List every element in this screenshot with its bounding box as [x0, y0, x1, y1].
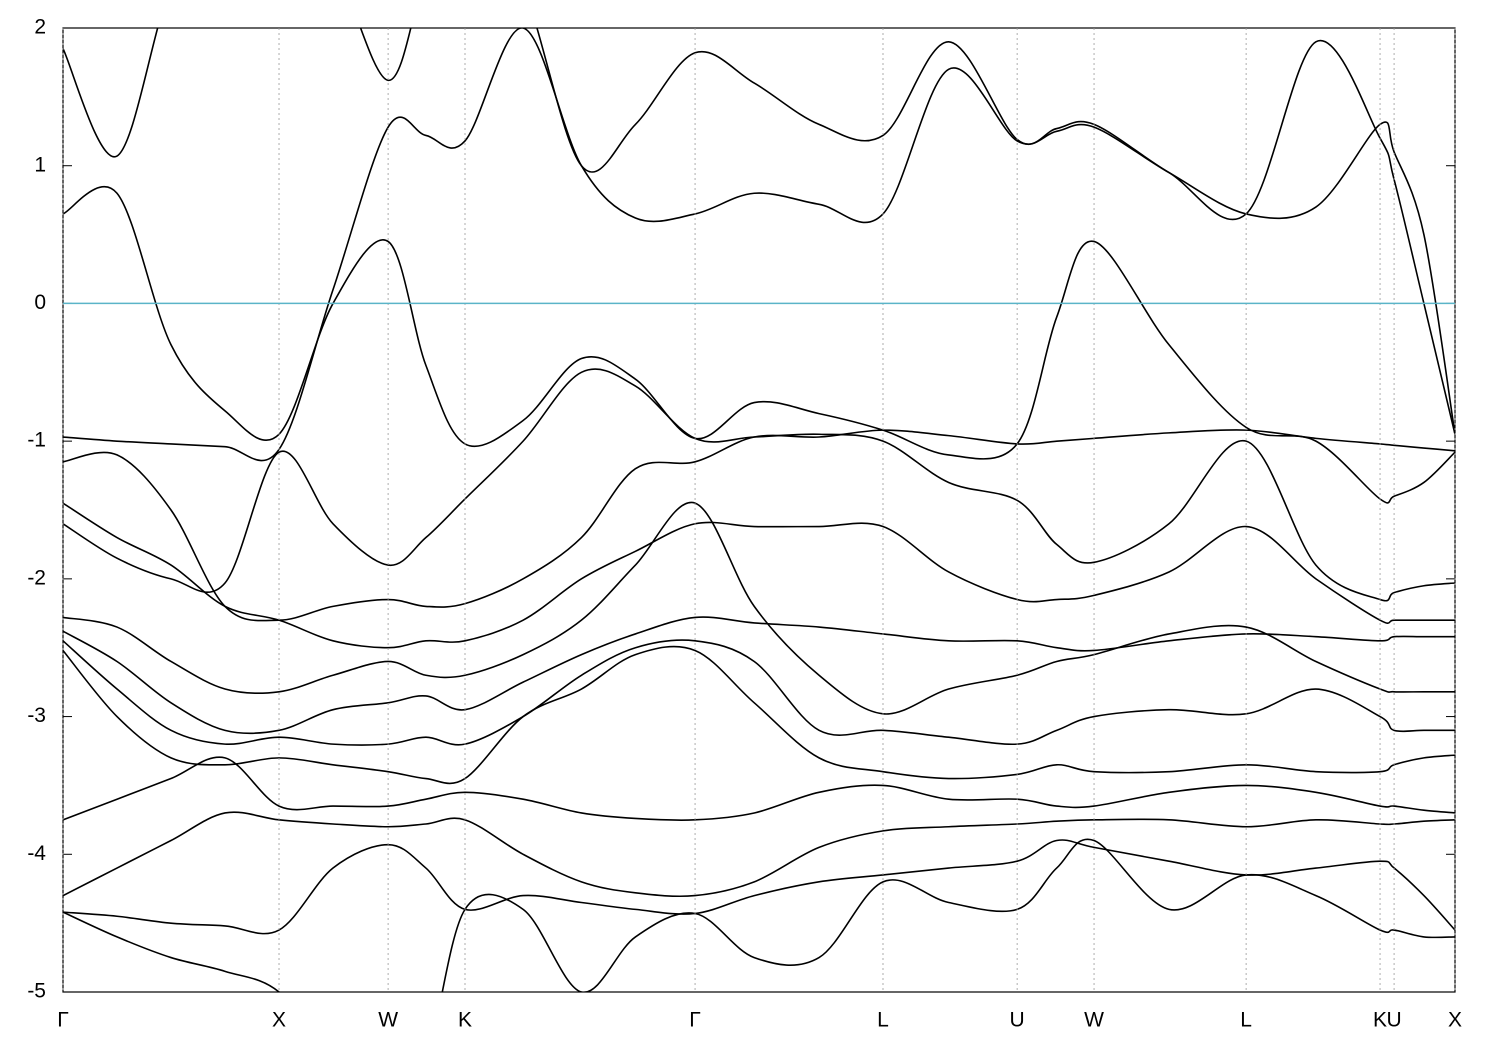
x-tick-label: W	[1084, 1009, 1104, 1032]
band-line	[63, 838, 1455, 992]
band-line	[63, 616, 1455, 735]
y-tick-label: -4	[27, 842, 46, 865]
band-line	[63, 28, 1455, 462]
band-line	[63, 839, 1455, 935]
y-tick-label: -5	[27, 980, 46, 1003]
band-line	[63, 502, 1455, 649]
x-tick-label: L	[1240, 1009, 1252, 1032]
x-tick-label: U	[1386, 1009, 1401, 1032]
x-tick-label: X	[1448, 1009, 1462, 1032]
x-tick-label: K	[458, 1009, 472, 1032]
band-line	[63, 28, 1455, 435]
y-tick-label: 0	[34, 291, 46, 314]
band-line	[63, 756, 1455, 821]
y-tick-label: -1	[27, 429, 46, 452]
x-tick-label: K	[1373, 1009, 1387, 1032]
y-tick-label: -2	[27, 566, 46, 589]
band-line	[63, 185, 1455, 504]
bands	[63, 28, 1455, 992]
y-tick-label: 1	[34, 153, 46, 176]
x-tick-label: X	[272, 1009, 286, 1032]
band-line	[63, 639, 1455, 746]
band-line	[63, 645, 1455, 785]
x-tick-label: Γ	[57, 1009, 69, 1032]
x-tick-label: L	[877, 1009, 889, 1032]
y-tick-label: 2	[34, 16, 46, 39]
x-tick-label: W	[378, 1009, 398, 1032]
y-tick-label: -3	[27, 704, 46, 727]
x-tick-label: Γ	[689, 1009, 701, 1032]
x-tick-label: U	[1010, 1009, 1025, 1032]
band-line	[63, 368, 1455, 602]
band-line	[63, 501, 1455, 715]
band-line	[63, 811, 1455, 898]
